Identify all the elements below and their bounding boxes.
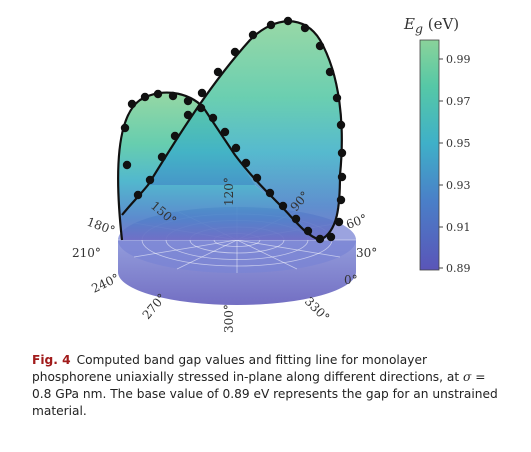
- data-point: [170, 131, 180, 141]
- colorbar-tick-5: 0.89: [446, 262, 471, 275]
- data-point: [332, 93, 342, 103]
- data-point: [300, 23, 310, 33]
- polar-surface-plot: 0° 30° 60° 90° 120° 150° 180° 210° 240° …: [72, 16, 471, 333]
- data-point: [337, 172, 347, 182]
- angle-label-120: 120°: [222, 177, 236, 206]
- data-point: [183, 96, 193, 106]
- colorbar-tick-3: 0.93: [446, 179, 471, 192]
- data-point: [157, 152, 167, 162]
- data-point: [153, 89, 163, 99]
- data-points: [120, 16, 347, 244]
- data-point: [197, 88, 207, 98]
- data-point: [248, 30, 258, 40]
- data-point: [133, 190, 143, 200]
- figure-caption: Fig. 4 Computed band gap values and fitti…: [32, 352, 502, 420]
- angle-label-60: 60°: [344, 211, 369, 231]
- colorbar-title-subscript: g: [414, 21, 423, 36]
- angle-label-210: 210°: [72, 246, 101, 260]
- caption-sigma: σ: [463, 370, 472, 384]
- caption-text-2: = 0.8 GPa nm. The base value of 0.89 eV …: [32, 370, 498, 418]
- colorbar-ticks: 0.99 0.97 0.95 0.93 0.91 0.89: [439, 53, 471, 275]
- angle-label-180: 180°: [85, 215, 117, 238]
- angle-label-330: 330°: [302, 294, 332, 324]
- caption-label: Fig. 4: [32, 353, 71, 367]
- data-point: [283, 16, 293, 26]
- data-point: [231, 143, 241, 153]
- data-point: [337, 148, 347, 158]
- data-point: [315, 41, 325, 51]
- angle-label-0: 0°: [344, 273, 358, 287]
- data-point: [326, 232, 336, 242]
- colorbar-title-unit: (eV): [427, 15, 460, 33]
- data-point: [168, 91, 178, 101]
- angle-label-30: 30°: [356, 246, 377, 260]
- data-point: [220, 127, 230, 137]
- colorbar-title: Eg (eV): [404, 15, 459, 36]
- data-point: [252, 173, 262, 183]
- colorbar-title-symbol: E: [404, 15, 415, 33]
- data-point: [336, 195, 346, 205]
- data-point: [334, 217, 344, 227]
- data-point: [266, 20, 276, 30]
- data-point: [213, 67, 223, 77]
- figure: 0° 30° 60° 90° 120° 150° 180° 210° 240° …: [72, 15, 471, 333]
- colorbar-tick-4: 0.91: [446, 221, 471, 234]
- data-point: [303, 226, 313, 236]
- data-point: [315, 234, 325, 244]
- data-point: [325, 67, 335, 77]
- data-point: [145, 175, 155, 185]
- data-point: [291, 214, 301, 224]
- data-point: [336, 120, 346, 130]
- colorbar-tick-0: 0.99: [446, 53, 471, 66]
- colorbar: [419, 39, 440, 271]
- data-point: [265, 188, 275, 198]
- data-point: [196, 103, 206, 113]
- data-point: [230, 47, 240, 57]
- data-point: [241, 158, 251, 168]
- colorbar-tick-2: 0.95: [446, 137, 471, 150]
- data-point: [140, 92, 150, 102]
- data-point: [183, 110, 193, 120]
- data-point: [120, 123, 130, 133]
- data-point: [278, 201, 288, 211]
- angle-label-240: 240°: [89, 271, 121, 296]
- surface-petal-front: [148, 21, 342, 240]
- colorbar-tick-1: 0.97: [446, 95, 471, 108]
- angle-label-300: 300°: [222, 304, 236, 333]
- data-point: [127, 99, 137, 109]
- data-point: [122, 160, 132, 170]
- caption-text-1: Computed band gap values and fitting lin…: [32, 353, 464, 384]
- data-point: [208, 113, 218, 123]
